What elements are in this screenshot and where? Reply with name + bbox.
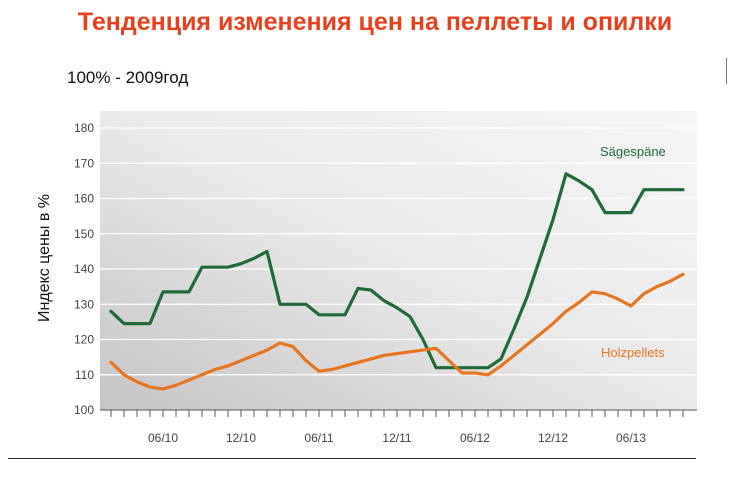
y-tick-label: 130 [74, 297, 94, 311]
x-tick-label: 06/12 [460, 431, 490, 445]
x-tick-label: 12/12 [538, 431, 568, 445]
x-tick-label: 12/10 [226, 431, 256, 445]
y-tick-label: 110 [75, 368, 94, 382]
y-tick-label: 150 [74, 227, 94, 241]
series-label: Sägespäne [600, 144, 666, 159]
y-tick-label: 170 [74, 156, 94, 170]
chart-subtitle: 100% - 2009год [67, 68, 189, 87]
series-line [109, 172, 685, 370]
divider-line [726, 58, 727, 84]
x-tick-label: 12/11 [382, 431, 411, 445]
bottom-border-line [8, 458, 696, 459]
series-labels: Sägespäne Holzpellets [600, 144, 666, 360]
series-lines [109, 172, 685, 391]
series-label: Holzpellets [601, 345, 665, 360]
x-axis: 06/10 12/10 06/11 12/11 06/12 12/12 06/13 [100, 409, 697, 445]
series-line [109, 272, 685, 391]
x-tick-label: 06/13 [616, 431, 646, 445]
y-tick-label: 100 [74, 403, 94, 417]
y-tick-label: 180 [74, 121, 94, 135]
y-tick-label: 140 [74, 262, 94, 276]
y-tick-label: 160 [74, 192, 94, 206]
y-tick-label: 120 [74, 333, 94, 347]
x-tick-label: 06/11 [304, 431, 333, 445]
x-tick-label: 06/10 [148, 431, 178, 445]
y-tick-labels: 100 110 120 130 140 150 160 170 180 [74, 121, 94, 417]
chart-title: Тенденция изменения цен на пеллеты и опи… [77, 8, 673, 36]
plot-background [100, 111, 697, 410]
